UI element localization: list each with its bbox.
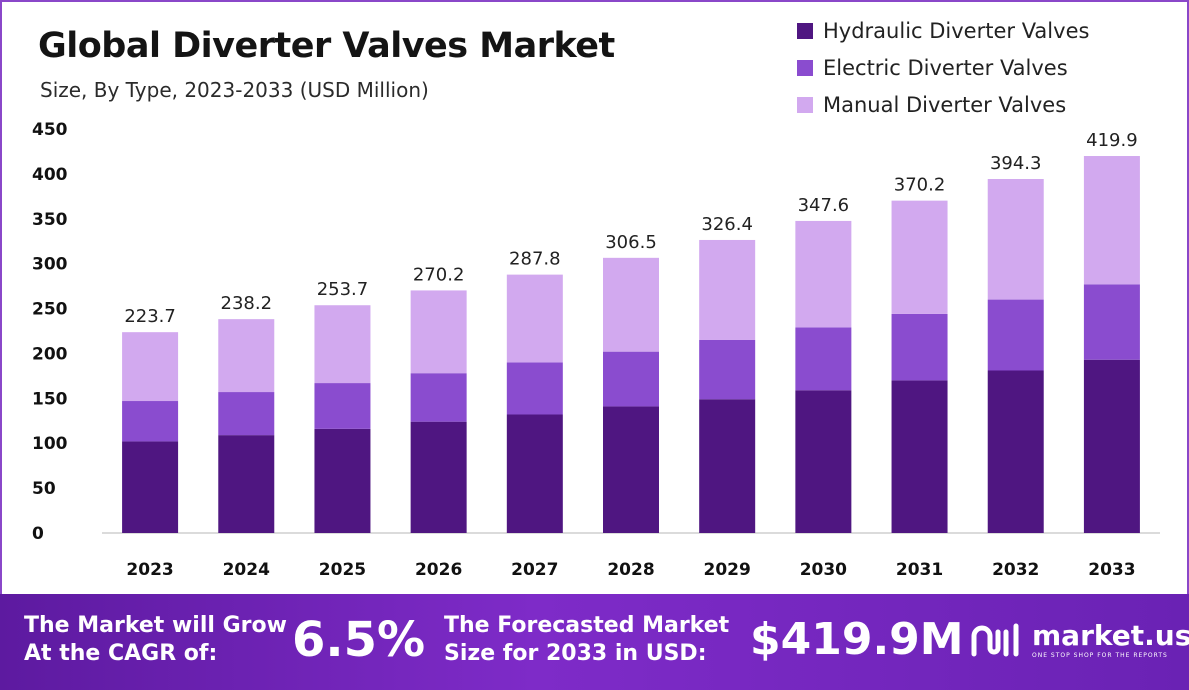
legend-label-hydraulic: Hydraulic Diverter Valves	[823, 18, 1090, 43]
bar-segment-hydraulic	[506, 414, 563, 533]
bar-segment-electric	[218, 392, 275, 436]
bar-segment-manual	[1083, 156, 1140, 285]
legend-swatch-electric	[797, 59, 813, 76]
y-tick-label: 450	[32, 120, 68, 140]
legend: Hydraulic Diverter Valves Electric Diver…	[797, 12, 1089, 123]
x-tick-label: 2030	[800, 560, 847, 580]
bar-total-label: 326.4	[701, 214, 753, 235]
y-tick-label: 300	[32, 255, 68, 275]
x-tick-label: 2025	[319, 560, 366, 580]
bar-segment-manual	[987, 179, 1044, 300]
bar-segment-hydraulic	[891, 380, 948, 533]
bar-segment-hydraulic	[1083, 359, 1140, 533]
market-us-logo-icon	[971, 623, 1019, 657]
chart-subtitle: Size, By Type, 2023-2033 (USD Million)	[40, 78, 429, 102]
bar-total-label: 394.3	[990, 153, 1042, 174]
y-tick-label: 200	[32, 344, 68, 364]
legend-item-hydraulic: Hydraulic Diverter Valves	[797, 12, 1089, 49]
y-tick-label: 50	[32, 479, 56, 499]
bar-segment-hydraulic	[603, 406, 659, 533]
legend-swatch-hydraulic	[797, 22, 813, 39]
brand-logo[interactable]: market.us ONE STOP SHOP FOR THE REPORTS	[970, 620, 1189, 660]
legend-item-electric: Electric Diverter Valves	[797, 49, 1089, 86]
bar-segment-hydraulic	[795, 390, 852, 533]
footer-banner: The Market will Grow At the CAGR of: 6.5…	[0, 594, 1189, 690]
bar-segment-electric	[603, 351, 659, 407]
bar-segment-electric	[314, 383, 371, 429]
y-tick-label: 350	[32, 210, 68, 230]
x-tick-label: 2028	[607, 560, 654, 580]
bar-segment-manual	[410, 290, 467, 374]
bar-segment-manual	[891, 200, 948, 314]
bar-segment-hydraulic	[699, 399, 756, 533]
bar-segment-manual	[122, 332, 179, 402]
bar-segment-electric	[1083, 284, 1140, 360]
stacked-bar-chart: 0 50 100 150 200 250 300 350 400 450 223.7 2023 238.…	[32, 120, 1160, 580]
x-tick-label: 2026	[415, 560, 462, 580]
brand-tagline: ONE STOP SHOP FOR THE REPORTS	[1032, 651, 1168, 659]
forecast-value: $419.9M	[750, 614, 964, 665]
chart-title: Global Diverter Valves Market	[38, 26, 615, 66]
cagr-value: 6.5%	[292, 612, 426, 668]
bar-segment-hydraulic	[410, 421, 467, 533]
bar-segment-manual	[795, 220, 852, 328]
bar-segment-electric	[410, 373, 467, 422]
bar-total-label: 270.2	[413, 264, 465, 285]
brand-name: market.us	[1032, 618, 1189, 652]
y-tick-label: 0	[32, 524, 44, 544]
x-tick-label: 2031	[896, 560, 943, 580]
y-tick-label: 400	[32, 165, 68, 185]
bar-segment-manual	[314, 305, 371, 384]
legend-label-manual: Manual Diverter Valves	[823, 92, 1067, 117]
x-tick-label: 2024	[223, 560, 270, 580]
bar-total-label: 370.2	[894, 175, 946, 196]
bar-segment-hydraulic	[218, 435, 275, 533]
cagr-label: The Market will Grow At the CAGR of:	[24, 613, 287, 666]
bar-segment-electric	[891, 313, 948, 381]
bar-total-label: 223.7	[124, 306, 176, 327]
bar-total-label: 347.6	[798, 195, 850, 216]
y-tick-label: 250	[32, 300, 68, 320]
forecast-label: The Forecasted Market Size for 2033 in U…	[444, 613, 730, 666]
bar-segment-manual	[603, 257, 659, 352]
legend-swatch-manual	[797, 96, 813, 113]
y-tick-label: 100	[32, 434, 68, 454]
bar-segment-hydraulic	[314, 428, 371, 533]
bar-total-label: 238.2	[221, 293, 273, 314]
x-tick-label: 2023	[126, 560, 173, 580]
x-tick-label: 2027	[511, 560, 558, 580]
y-tick-label: 150	[32, 389, 68, 409]
bar-total-label: 419.9	[1086, 130, 1138, 151]
legend-item-manual: Manual Diverter Valves	[797, 86, 1089, 123]
bar-segment-manual	[218, 319, 275, 393]
chart-frame: Global Diverter Valves Market Size, By T…	[0, 0, 1189, 596]
legend-label-electric: Electric Diverter Valves	[823, 55, 1068, 80]
bar-segment-electric	[699, 339, 756, 400]
x-tick-label: 2033	[1088, 560, 1135, 580]
bar-segment-hydraulic	[122, 441, 179, 533]
bar-segment-electric	[987, 299, 1044, 371]
bar-segment-electric	[795, 327, 852, 391]
x-tick-label: 2032	[992, 560, 1039, 580]
bar-segment-hydraulic	[987, 370, 1044, 533]
bar-segment-electric	[506, 362, 563, 415]
bar-segment-manual	[699, 239, 756, 340]
bar-segment-electric	[122, 401, 179, 442]
bar-total-label: 253.7	[317, 279, 369, 300]
bar-total-label: 287.8	[509, 249, 561, 270]
x-tick-label: 2029	[704, 560, 751, 580]
bar-segment-manual	[506, 274, 563, 363]
bar-total-label: 306.5	[605, 232, 657, 253]
